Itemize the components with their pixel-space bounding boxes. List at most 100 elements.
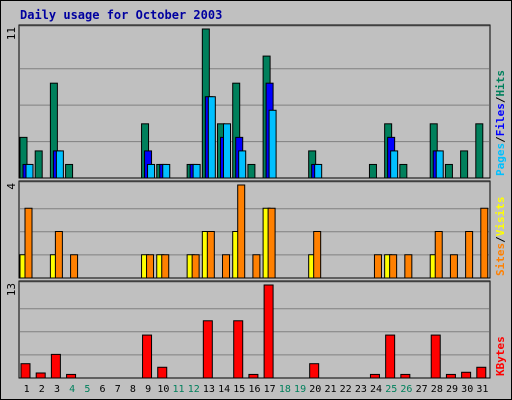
bar-sites — [161, 254, 170, 279]
x-tick-label: 11 — [173, 384, 185, 395]
x-tick-label: 6 — [100, 384, 106, 395]
bar-pages — [390, 150, 399, 179]
x-tick-label: 31 — [476, 384, 488, 395]
bar-hits — [444, 163, 453, 179]
bar-kbytes — [476, 366, 487, 379]
bar-sites — [480, 207, 489, 279]
x-tick-label: 2 — [39, 384, 45, 395]
bar-sites — [222, 254, 231, 279]
legend-entry: KBytes — [494, 336, 507, 376]
bar-sites — [434, 231, 443, 279]
x-tick-label: 19 — [294, 384, 306, 395]
bar-sites — [191, 254, 200, 279]
bar-pages — [147, 163, 156, 179]
bar-hits — [475, 123, 484, 179]
bar-pages — [162, 163, 171, 179]
x-tick-label: 5 — [84, 384, 90, 395]
bar-sites — [373, 254, 382, 279]
bar-sites — [465, 231, 474, 279]
bar-kbytes — [66, 373, 77, 379]
bar-pages — [238, 150, 247, 179]
legend: Pages/Files/Hits — [494, 70, 507, 176]
x-tick-label: 25 — [385, 384, 397, 395]
bar-sites — [389, 254, 398, 279]
x-tick-label: 10 — [157, 384, 169, 395]
bar-kbytes — [248, 373, 259, 379]
bar-pages — [55, 150, 64, 179]
bar-hits — [368, 163, 377, 179]
bar-kbytes — [157, 366, 168, 379]
bar-kbytes — [385, 334, 396, 379]
x-tick-label: 21 — [324, 384, 336, 395]
x-tick-label: 8 — [130, 384, 136, 395]
x-tick-label: 4 — [69, 384, 75, 395]
legend-entry: / — [494, 236, 507, 243]
bar-sites — [237, 184, 246, 279]
bar-sites — [404, 254, 413, 279]
bar-kbytes — [461, 371, 472, 379]
bar-sites — [267, 207, 276, 279]
legend-entry: Visits — [494, 197, 507, 237]
bar-kbytes — [50, 353, 61, 379]
x-tick-label: 13 — [203, 384, 215, 395]
x-tick-label: 17 — [264, 384, 276, 395]
bar-pages — [268, 109, 277, 179]
bar-pages — [207, 96, 216, 179]
x-tick-label: 18 — [279, 384, 291, 395]
x-tick-label: 15 — [233, 384, 245, 395]
legend-entry: / — [494, 96, 507, 103]
bar-kbytes — [35, 372, 46, 379]
x-tick-label: 23 — [355, 384, 367, 395]
x-tick-label: 29 — [446, 384, 458, 395]
x-tick-label: 7 — [115, 384, 121, 395]
bar-kbytes — [445, 373, 456, 379]
y-max-label: 4 — [5, 183, 18, 190]
legend-entry: Sites — [494, 243, 507, 276]
legend-entry: Pages — [494, 143, 507, 176]
x-tick-label: 30 — [461, 384, 473, 395]
bar-sites — [146, 254, 155, 279]
legend: KBytes — [494, 336, 507, 376]
bar-sites — [252, 254, 261, 279]
bar-kbytes — [142, 334, 153, 379]
bar-sites — [206, 231, 215, 279]
bar-kbytes — [309, 363, 320, 379]
bar-hits — [247, 163, 256, 179]
bar-hits — [460, 150, 469, 179]
bar-sites — [70, 254, 79, 279]
bar-sites — [24, 207, 33, 279]
bar-pages — [223, 123, 232, 179]
bar-kbytes — [263, 284, 274, 379]
legend-entry: Files — [494, 103, 507, 136]
bar-kbytes — [369, 373, 380, 379]
x-tick-label: 3 — [54, 384, 60, 395]
panel-kbytes — [18, 280, 491, 379]
panel-hits-files-pages — [18, 24, 491, 179]
y-max-label: 11 — [5, 27, 18, 40]
x-tick-label: 9 — [145, 384, 151, 395]
x-tick-label: 26 — [400, 384, 412, 395]
y-max-label: 13 — [5, 283, 18, 296]
x-tick-label: 28 — [431, 384, 443, 395]
bar-kbytes — [202, 320, 213, 379]
bar-pages — [192, 163, 201, 179]
x-tick-label: 1 — [24, 384, 30, 395]
bar-sites — [54, 231, 63, 279]
x-tick-label: 24 — [370, 384, 382, 395]
x-tick-label: 27 — [416, 384, 428, 395]
bar-hits — [34, 150, 43, 179]
bar-pages — [314, 163, 323, 179]
x-tick-label: 22 — [340, 384, 352, 395]
x-tick-label: 12 — [188, 384, 200, 395]
bar-kbytes — [20, 363, 31, 379]
bar-sites — [313, 231, 322, 279]
x-tick-label: 14 — [218, 384, 230, 395]
chart-title: Daily usage for October 2003 — [20, 8, 222, 22]
bar-hits — [399, 163, 408, 179]
x-tick-label: 20 — [309, 384, 321, 395]
legend: Sites/Visits — [494, 197, 507, 277]
legend-entry: Hits — [494, 70, 507, 97]
legend-entry: / — [494, 136, 507, 143]
bar-kbytes — [400, 373, 411, 379]
